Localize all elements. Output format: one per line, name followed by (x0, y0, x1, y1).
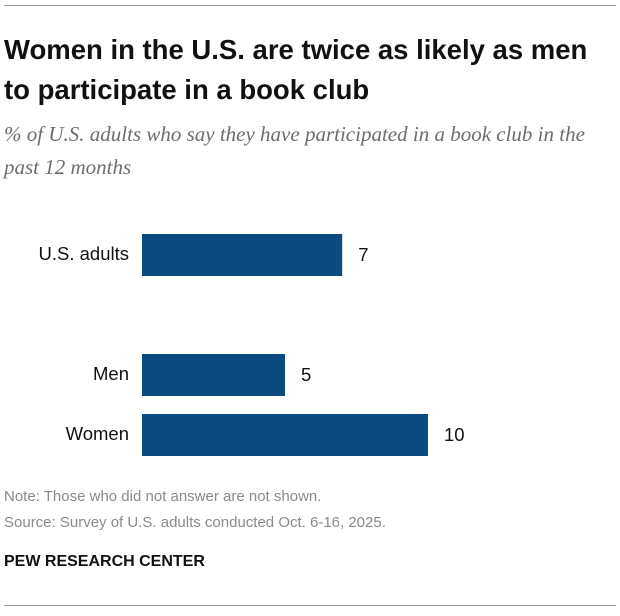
bar (142, 234, 343, 276)
note: Note: Those who did not answer are not s… (4, 488, 322, 505)
value-label: 10 (444, 424, 465, 445)
category-label: Men (93, 363, 129, 384)
source: Source: Survey of U.S. adults conducted … (4, 514, 386, 531)
category-label: U.S. adults (39, 243, 130, 264)
bar (142, 354, 285, 396)
footer: PEW RESEARCH CENTER (4, 553, 205, 570)
category-label: Women (66, 423, 129, 444)
bottom-rule (4, 605, 616, 606)
bar (142, 414, 428, 456)
value-label: 7 (358, 244, 368, 265)
chart-title: Women in the U.S. are twice as likely as… (4, 34, 588, 105)
value-label: 5 (301, 364, 311, 385)
chart-subtitle: % of U.S. adults who say they have parti… (4, 122, 585, 179)
chart: U.S. adults 7 Men 5 Women 10 (39, 234, 465, 456)
top-rule (4, 5, 616, 6)
